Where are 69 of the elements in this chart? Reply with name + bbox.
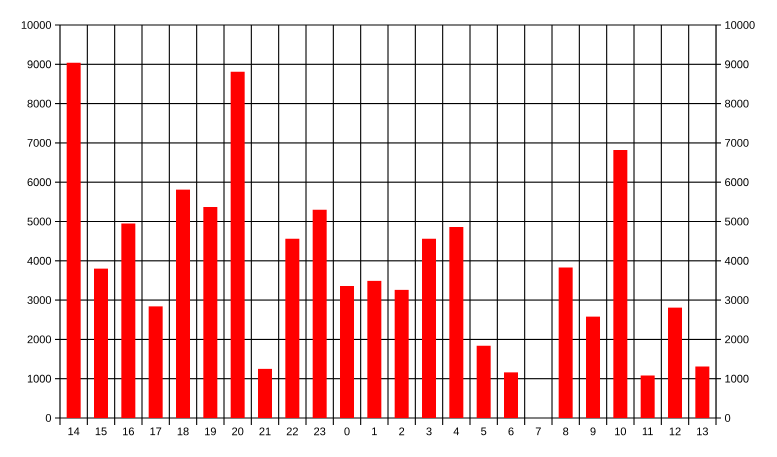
x-tick-label: 9 [590, 428, 596, 436]
y-tick-label: 5000 [724, 218, 749, 226]
x-tick-label: 2 [399, 428, 404, 436]
x-tick-label: 22 [286, 428, 298, 436]
y-tick-label: 1000 [725, 374, 749, 383]
y-tick-label: 7000 [725, 138, 749, 147]
bar [640, 376, 655, 418]
bar [422, 238, 436, 418]
x-tick-label: 0 [344, 428, 350, 436]
y-tick-label: 2000 [725, 335, 749, 344]
bar [230, 72, 245, 418]
bar [367, 280, 382, 418]
bar [285, 238, 300, 418]
bar [449, 227, 464, 418]
bar [203, 206, 218, 418]
y2-tick-label: 9000 [28, 60, 52, 68]
y-tick-label: 0 [724, 414, 730, 422]
x-tick-label: 16 [123, 428, 134, 436]
bar [121, 223, 136, 418]
y-tick-label: 3000 [724, 296, 749, 304]
y-tick-label: 4000 [724, 256, 749, 265]
x-tick-label: 5 [481, 428, 486, 436]
x-tick-label: 3 [426, 428, 432, 436]
bar [340, 286, 354, 418]
y2-tick-label: 1000 [28, 374, 52, 383]
y-tick-label: 8000 [725, 100, 749, 108]
x-tick-label: 6 [508, 428, 514, 436]
x-tick-label: 13 [697, 428, 708, 436]
x-tick-label: 14 [68, 428, 80, 436]
x-tick-label: 15 [96, 428, 107, 436]
bar [66, 62, 81, 418]
x-tick-label: 19 [205, 428, 216, 436]
y-tick-label: 9000 [725, 60, 749, 68]
bar [476, 346, 491, 418]
bar [504, 372, 518, 418]
x-tick-label: 18 [178, 428, 189, 436]
bar [695, 366, 710, 418]
y2-tick-label: 3000 [27, 296, 52, 304]
y-tick-label: 6000 [725, 178, 749, 186]
x-tick-label: 17 [150, 428, 162, 436]
bar [613, 150, 628, 418]
bar [312, 210, 327, 418]
x-tick-label: 1 [372, 428, 377, 436]
bar [668, 308, 682, 418]
y-tick-label: 10000 [725, 21, 755, 29]
y2-tick-label: 10000 [22, 21, 52, 29]
bar [558, 267, 573, 418]
y2-tick-label: 7000 [28, 138, 52, 147]
x-tick-label: 12 [670, 428, 681, 436]
x-tick-label: 10 [615, 428, 626, 436]
y2-tick-label: 2000 [28, 336, 52, 344]
y2-tick-label: 5000 [27, 218, 52, 226]
bar [258, 368, 272, 418]
x-tick-label: 4 [454, 428, 460, 436]
bar [176, 190, 190, 418]
bar [94, 268, 108, 418]
x-tick-label: 8 [563, 428, 568, 436]
x-tick-label: 21 [259, 428, 271, 436]
x-tick-label: 7 [536, 428, 541, 436]
y2-tick-label: 6000 [28, 178, 52, 186]
bar [148, 306, 163, 418]
y2-tick-label: 0 [46, 414, 52, 422]
bar [394, 290, 409, 418]
y2-tick-label: 4000 [27, 256, 52, 265]
bar [586, 316, 600, 418]
y2-tick-label: 8000 [27, 100, 52, 108]
x-tick-label: 23 [314, 428, 326, 436]
x-tick-label: 11 [642, 428, 653, 436]
x-tick-label: 20 [232, 428, 244, 436]
